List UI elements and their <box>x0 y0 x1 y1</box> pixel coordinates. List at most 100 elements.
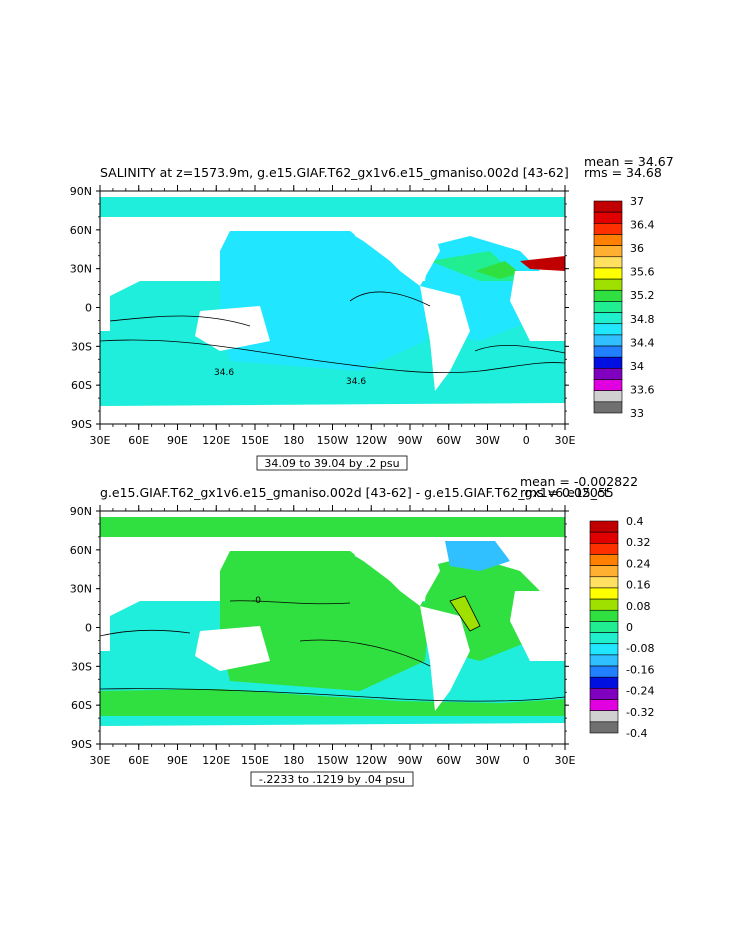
colorbar-swatch <box>593 345 623 358</box>
arctic-ocean <box>100 517 565 537</box>
atlantic-positive-anomaly <box>450 596 480 631</box>
panel-2-rms: rms = 0.02055 <box>520 485 614 500</box>
colorbar-swatch <box>589 710 619 723</box>
contour-line <box>99 339 566 374</box>
lat-tick-label: 0 <box>85 622 92 635</box>
colorbar-swatch <box>589 576 619 589</box>
colorbar-label: 0.16 <box>626 579 651 592</box>
contour-line <box>474 344 566 354</box>
colorbar-swatch <box>593 200 623 213</box>
lat-tick-label: 90S <box>71 738 92 751</box>
lon-tick-label: 120E <box>202 434 230 447</box>
australia-land <box>195 306 270 351</box>
mediterranean-outflow <box>520 256 565 271</box>
colorbar-swatch <box>593 211 623 224</box>
antarctica-land <box>100 403 565 424</box>
colorbar-label: -0.32 <box>626 706 654 719</box>
north-america-land <box>350 217 440 286</box>
colorbar-swatch <box>589 721 619 734</box>
pacific-ocean <box>220 231 430 371</box>
colorbar-swatch <box>593 401 623 414</box>
lon-tick-label: 150W <box>317 434 349 447</box>
colorbar-swatch <box>593 267 623 280</box>
contour-line <box>229 600 351 605</box>
lon-tick-label: 150E <box>241 434 269 447</box>
lat-tick-label: 60N <box>70 544 92 557</box>
colorbar-label: -0.24 <box>626 685 654 698</box>
contour-line <box>449 595 481 632</box>
colorbar-swatch <box>589 676 619 689</box>
contour-label: 34.6 <box>346 377 366 387</box>
colorbar-swatch <box>589 654 619 667</box>
labrador-sea <box>445 541 510 571</box>
colorbar-swatch <box>593 234 623 246</box>
lon-tick-label: 60W <box>436 754 461 767</box>
panel-1-map: 34.6 34.6 <box>99 190 566 425</box>
colorbar-label: 0 <box>626 621 633 634</box>
lon-tick-label: 60W <box>436 434 461 447</box>
panel-1-axes: 90N 60N 30N 0 30S 60S 90S 30E 60E 90E 120E 150E 180 1… <box>70 185 576 447</box>
lon-tick-label: 30E <box>90 434 111 447</box>
panel-1-range-label: 34.09 to 39.04 by .2 psu <box>264 457 399 470</box>
lon-tick-label: 90E <box>167 754 188 767</box>
colorbar-swatch <box>593 390 623 403</box>
colorbar-label: 36 <box>630 242 644 255</box>
colorbar-swatch <box>589 665 619 678</box>
lon-tick-label: 30E <box>555 754 576 767</box>
arctic-ocean <box>100 197 565 217</box>
lon-tick-label: 180 <box>283 434 304 447</box>
lon-tick-label: 30E <box>555 434 576 447</box>
colorbar-label: 34 <box>630 360 644 373</box>
colorbar-swatch <box>593 334 623 347</box>
colorbar-label: 33.6 <box>630 383 655 396</box>
colorbar-swatch <box>593 379 623 391</box>
contour-label: -0 <box>252 596 261 606</box>
colorbar-swatch <box>589 643 619 656</box>
panel-1: SALINITY at z=1573.9m, g.e15.GIAF.T62_gx… <box>70 154 674 471</box>
lon-tick-label: 90E <box>167 434 188 447</box>
lon-tick-label: 60E <box>128 754 149 767</box>
contour-line <box>299 639 431 667</box>
colorbar-swatch <box>593 356 623 369</box>
colorbar-label: 34.8 <box>630 313 655 326</box>
lon-tick-label: 0 <box>523 434 530 447</box>
lon-tick-label: 180 <box>283 754 304 767</box>
colorbar-swatch <box>589 520 619 533</box>
lat-tick-label: 30N <box>70 263 92 276</box>
colorbar-label: 34.4 <box>630 336 655 349</box>
contour-label: 34.6 <box>214 368 234 378</box>
colorbar-swatch <box>593 368 623 380</box>
contour-line <box>109 315 251 327</box>
panel-1-mean: mean = 34.67 <box>584 154 674 169</box>
colorbar-label: 0.32 <box>626 536 651 549</box>
colorbar-swatch <box>589 565 619 578</box>
contour-line <box>349 291 431 307</box>
colorbar-label: -0.08 <box>626 642 654 655</box>
africa-land <box>510 591 565 661</box>
colorbar-swatch <box>589 543 619 555</box>
lon-tick-label: 0 <box>523 754 530 767</box>
panel-1-title: SALINITY at z=1573.9m, g.e15.GIAF.T62_gx… <box>100 165 569 180</box>
north-america-land <box>350 537 440 606</box>
colorbar-swatch <box>593 245 623 258</box>
colorbar-swatch <box>589 587 619 600</box>
lat-tick-label: 90N <box>70 505 92 518</box>
colorbar-swatch <box>593 323 623 336</box>
panel-2: g.e15.GIAF.T62_gx1v6.e15_gmaniso.002d [4… <box>70 474 654 787</box>
southern-positive-band <box>100 689 565 716</box>
lat-tick-label: 30N <box>70 583 92 596</box>
panel-2-axes: 90N 60N 30N 0 30S 60S 90S 30E 60E 90E 120E 150E 180 1… <box>70 505 576 767</box>
lon-tick-label: 120W <box>355 754 387 767</box>
panel-1-colorbar: 37 36.4 36 35.6 35.2 34.8 34.4 34 33.6 33 <box>593 195 655 420</box>
lon-tick-label: 120W <box>355 434 387 447</box>
atlantic-high-salt <box>475 261 520 279</box>
panel-2-map: -0 <box>99 510 566 745</box>
pacific-ocean <box>220 551 430 691</box>
panel-2-colorbar: 0.4 0.32 0.24 0.16 0.08 0 -0.08 -0.16 -0.24 -0.32… <box>589 515 654 740</box>
colorbar-swatch <box>589 699 619 711</box>
contour-line <box>99 688 566 702</box>
lon-tick-label: 150E <box>241 754 269 767</box>
colorbar-swatch <box>593 301 623 313</box>
panel-2-range-label: -.2233 to .1219 by .04 psu <box>259 773 405 786</box>
colorbar-label: 36.4 <box>630 219 655 232</box>
